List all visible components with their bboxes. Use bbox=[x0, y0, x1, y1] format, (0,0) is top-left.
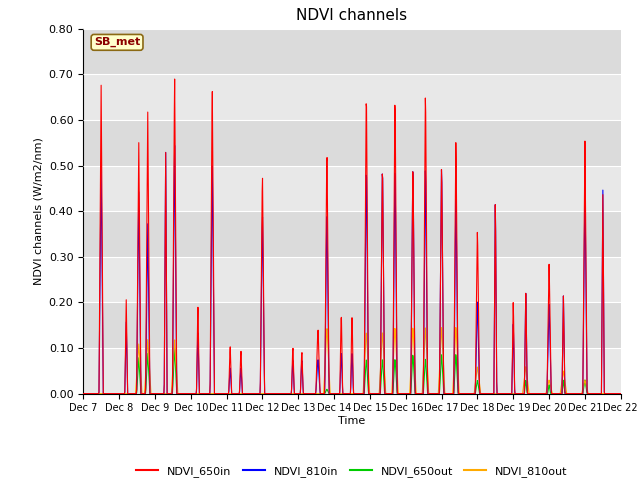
Bar bbox=[83, 302, 621, 348]
NDVI_810in bbox=[79, 391, 87, 396]
NDVI_650in bbox=[319, 391, 326, 396]
Bar bbox=[83, 120, 621, 166]
NDVI_810out bbox=[307, 391, 315, 396]
NDVI_650out bbox=[143, 370, 150, 375]
Y-axis label: NDVI channels (W/m2/nm): NDVI channels (W/m2/nm) bbox=[33, 137, 43, 285]
NDVI_810out bbox=[328, 391, 336, 396]
NDVI_650in bbox=[121, 389, 129, 395]
NDVI_650out bbox=[308, 391, 316, 396]
NDVI_810out bbox=[121, 391, 129, 396]
Title: NDVI channels: NDVI channels bbox=[296, 9, 408, 24]
Line: NDVI_810in: NDVI_810in bbox=[83, 145, 621, 394]
Legend: NDVI_650in, NDVI_810in, NDVI_650out, NDVI_810out: NDVI_650in, NDVI_810in, NDVI_650out, NDV… bbox=[132, 461, 572, 480]
NDVI_810out bbox=[143, 354, 150, 360]
NDVI_650out bbox=[617, 391, 625, 396]
NDVI_810in bbox=[171, 143, 179, 148]
Line: NDVI_650in: NDVI_650in bbox=[83, 79, 621, 394]
NDVI_650in bbox=[79, 391, 87, 396]
NDVI_810in bbox=[328, 391, 336, 396]
NDVI_650in bbox=[171, 76, 179, 82]
NDVI_650out bbox=[328, 391, 336, 396]
NDVI_810out bbox=[452, 324, 460, 330]
NDVI_810in bbox=[143, 300, 150, 306]
NDVI_650out bbox=[121, 391, 129, 396]
NDVI_650out bbox=[171, 347, 179, 352]
NDVI_650in bbox=[143, 241, 150, 247]
NDVI_650in bbox=[308, 391, 316, 396]
NDVI_810in bbox=[386, 391, 394, 396]
Line: NDVI_810out: NDVI_810out bbox=[83, 327, 621, 394]
NDVI_650in bbox=[617, 391, 625, 396]
NDVI_810in bbox=[319, 391, 326, 396]
NDVI_650in bbox=[328, 391, 336, 396]
NDVI_650out bbox=[79, 391, 87, 396]
Text: SB_met: SB_met bbox=[94, 37, 140, 48]
NDVI_810in bbox=[617, 391, 625, 396]
NDVI_650in bbox=[386, 391, 394, 396]
Bar bbox=[83, 211, 621, 257]
NDVI_810out bbox=[617, 391, 625, 396]
NDVI_810out bbox=[79, 391, 87, 396]
NDVI_810in bbox=[308, 391, 316, 396]
X-axis label: Time: Time bbox=[339, 416, 365, 426]
Line: NDVI_650out: NDVI_650out bbox=[83, 349, 621, 394]
NDVI_650out bbox=[319, 391, 326, 396]
NDVI_810out bbox=[385, 391, 393, 396]
Bar bbox=[83, 29, 621, 74]
NDVI_810in bbox=[121, 389, 129, 395]
NDVI_810out bbox=[319, 391, 326, 396]
NDVI_650out bbox=[386, 391, 394, 396]
